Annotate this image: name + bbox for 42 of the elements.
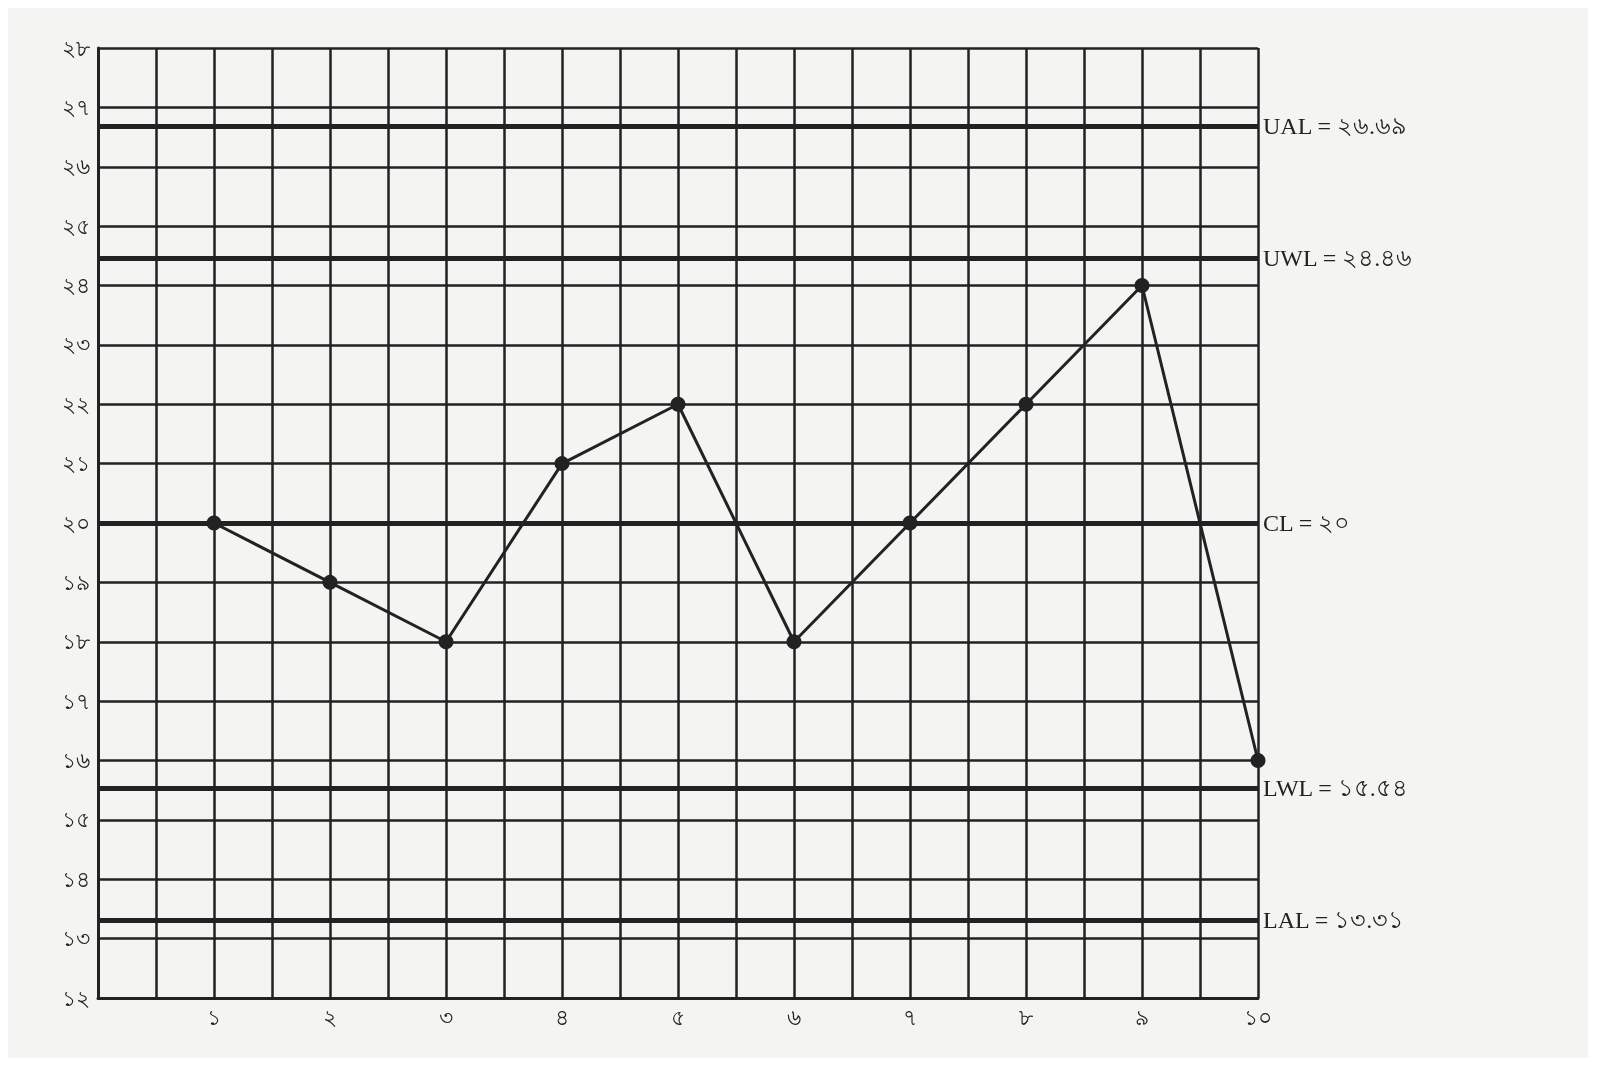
point — [1018, 396, 1034, 412]
y-tick-label: ১৪ — [62, 866, 90, 892]
y-tick-label: ১৩ — [62, 926, 90, 952]
x-tick-label: ১০ — [1244, 1004, 1272, 1030]
y-tick-label: ১২ — [62, 985, 90, 1011]
point — [902, 515, 918, 531]
y-tick-label: ২৭ — [62, 94, 90, 120]
y-tick-label: ২৬ — [62, 154, 90, 180]
y-tick-label: ২২ — [62, 391, 90, 417]
x-tick-label: ১ — [207, 1004, 221, 1030]
y-tick-label: ২৪ — [62, 273, 90, 298]
y-tick-label: ১৫ — [62, 807, 90, 833]
y-tick-label: ২৮ — [62, 35, 90, 61]
x-tick-label: ৯ — [1135, 1004, 1149, 1030]
point — [554, 456, 570, 472]
ref-line-label: CL = ২০ — [1263, 510, 1351, 536]
y-tick-label: ১৭ — [62, 688, 90, 714]
y-tick-label: ১৬ — [62, 748, 90, 773]
point — [670, 396, 686, 412]
x-tick-label: ৬ — [787, 1004, 801, 1030]
ref-line-label: LAL = ১৩.৩১ — [1263, 907, 1405, 934]
x-tick-label: ৮ — [1019, 1004, 1033, 1030]
y-tick-label: ২৩ — [62, 332, 90, 358]
y-tick-label: ২১ — [62, 451, 90, 477]
x-tick-label: ৫ — [671, 1004, 685, 1030]
point — [206, 515, 222, 531]
y-tick-label: ২৫ — [62, 213, 90, 239]
point — [1250, 753, 1266, 768]
y-tick-label: ২০ — [62, 510, 90, 536]
point — [1134, 278, 1150, 293]
point — [438, 634, 454, 650]
ref-line-label: LWL = ১৫.৫৪ — [1263, 774, 1408, 801]
x-tick-label: ৪ — [555, 1004, 569, 1030]
y-tick-label: ১৯ — [62, 569, 90, 595]
x-tick-label: ৭ — [903, 1004, 917, 1030]
ref-line-label: UWL = ২৪.৪৬ — [1263, 245, 1413, 272]
point — [786, 634, 802, 650]
y-tick-label: ১৮ — [62, 629, 90, 655]
x-tick-label: ২ — [323, 1004, 337, 1030]
x-tick-label: ৩ — [439, 1004, 453, 1030]
point — [322, 574, 338, 590]
ref-line-label: UAL = ২৬.৬৯ — [1263, 112, 1407, 139]
